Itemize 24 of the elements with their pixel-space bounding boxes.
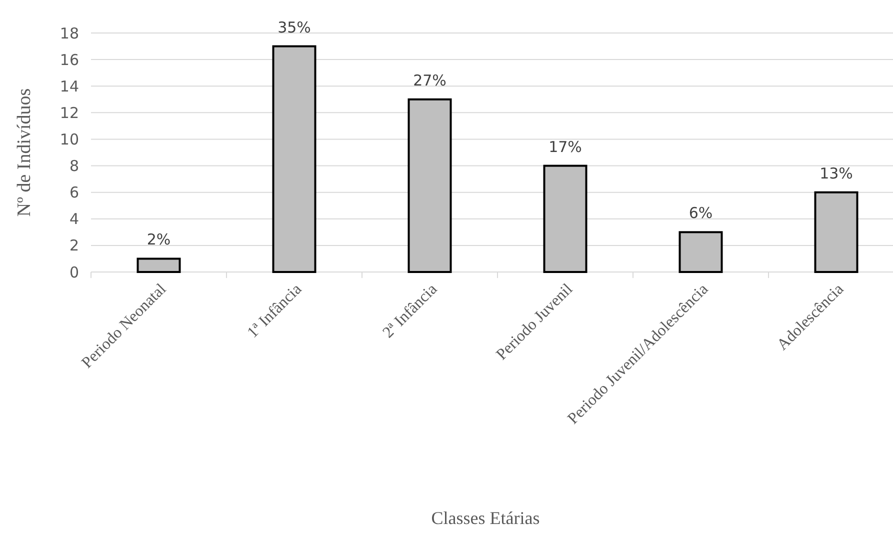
annotation: 27% — [413, 71, 446, 90]
annotation: 13% — [820, 164, 853, 182]
x-axis-title: Classes Etárias — [431, 508, 540, 528]
bar — [814, 191, 858, 273]
y-tick-label: 16 — [60, 50, 79, 69]
annotation: 2% — [146, 230, 171, 249]
y-tick-label: 2 — [69, 236, 79, 255]
bar — [408, 98, 452, 273]
y-axis-title: Nº de Indivíduos — [14, 88, 35, 217]
y-tick-label: 10 — [60, 130, 79, 148]
y-tick-label: 8 — [69, 157, 79, 176]
y-tick-label: 14 — [60, 77, 79, 96]
y-tick-label: 18 — [60, 24, 79, 42]
bar — [272, 45, 316, 273]
bar — [136, 258, 181, 273]
annotation: 6% — [688, 204, 713, 222]
bar — [678, 231, 723, 273]
y-tick-label: 0 — [69, 263, 79, 282]
y-tick-label: 6 — [69, 184, 79, 202]
y-tick-label: 12 — [60, 104, 79, 122]
annotation: 17% — [548, 138, 582, 156]
y-tick-label: 4 — [69, 210, 79, 228]
annotation: 35% — [278, 18, 311, 36]
bar — [543, 164, 588, 273]
